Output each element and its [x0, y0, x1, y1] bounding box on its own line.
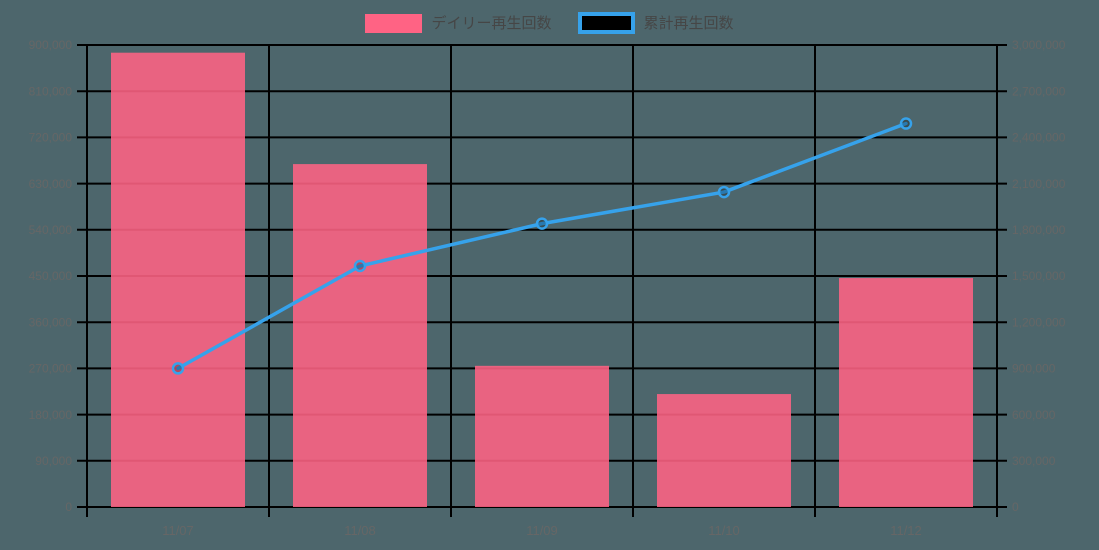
x-axis-tick-label: 11/07: [162, 523, 194, 538]
x-axis-tick-label: 11/09: [526, 523, 558, 538]
right-axis-tick-label: 900,000: [1012, 362, 1056, 376]
legend-item-cumulative-plays[interactable]: 累計再生回数: [577, 12, 734, 34]
line-point-11/07[interactable]: [171, 362, 185, 375]
right-axis-tick-label: 2,400,000: [1012, 131, 1066, 145]
legend-label-cumulative-plays: 累計再生回数: [643, 14, 734, 32]
left-axis-tick-label: 900,000: [29, 38, 73, 52]
legend-label-daily-plays: デイリー再生回数: [431, 14, 552, 32]
line-point-11/10[interactable]: [717, 185, 731, 199]
bar-11/12[interactable]: [839, 278, 973, 507]
left-axis-tick-label: 450,000: [29, 269, 73, 283]
line-point-11/09[interactable]: [535, 217, 549, 230]
left-axis-tick-label: 630,000: [29, 177, 73, 191]
x-axis-tick-label: 11/10: [708, 523, 740, 538]
right-axis-tick-label: 1,200,000: [1012, 315, 1066, 329]
right-axis-tick-label: 600,000: [1012, 408, 1056, 422]
right-axis-tick-label: 3,000,000: [1012, 38, 1066, 52]
left-axis-tick-label: 360,000: [29, 315, 73, 329]
bar-11/07[interactable]: [111, 52, 245, 507]
right-axis-tick-label: 300,000: [1012, 454, 1056, 468]
right-axis-tick-label: 0: [1012, 500, 1019, 514]
right-axis-tick-label: 1,800,000: [1012, 223, 1066, 237]
left-axis-tick-label: 270,000: [29, 362, 73, 376]
right-axis-tick-label: 2,700,000: [1012, 84, 1066, 98]
right-axis-tick-label: 1,500,000: [1012, 269, 1066, 283]
legend-line-swatch: [577, 12, 635, 34]
legend-item-daily-plays[interactable]: デイリー再生回数: [365, 13, 552, 33]
bar-11/10[interactable]: [657, 394, 791, 507]
cumulative-line: [176, 121, 908, 371]
left-axis-tick-label: 180,000: [29, 408, 73, 422]
line-point-11/08[interactable]: [353, 259, 367, 273]
legend-bar-swatch: [365, 13, 423, 33]
left-axis-tick-label: 720,000: [29, 131, 73, 145]
left-axis-tick-label: 540,000: [29, 223, 73, 237]
x-axis-tick-label: 11/08: [344, 523, 376, 538]
bar-11/08[interactable]: [293, 164, 427, 508]
left-axis-tick-label: 810,000: [29, 84, 73, 98]
x-axis-tick-label: 11/12: [890, 523, 922, 538]
left-axis-tick-label: 90,000: [35, 454, 72, 468]
line-point-11/12[interactable]: [899, 117, 913, 130]
right-axis-tick-label: 2,100,000: [1012, 177, 1066, 191]
chart-legend: デイリー再生回数 累計再生回数: [0, 12, 1099, 34]
bar-11/09[interactable]: [475, 365, 609, 507]
left-axis-tick-label: 0: [65, 500, 72, 514]
